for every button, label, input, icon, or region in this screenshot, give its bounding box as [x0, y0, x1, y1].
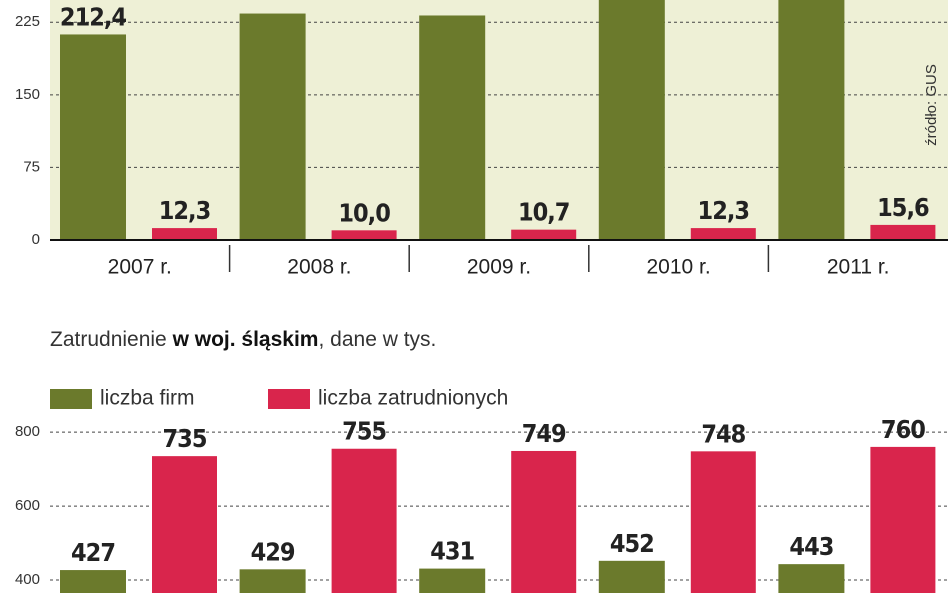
value-label: 452: [610, 529, 654, 558]
x-tick-label: 2008 r.: [287, 256, 351, 279]
source: źródło: GUS: [923, 64, 940, 146]
bar: [419, 568, 486, 593]
x-tick-label: 2010 r.: [646, 256, 710, 279]
value-label: 431: [430, 537, 474, 566]
x-tick-label: 2009 r.: [467, 256, 531, 279]
title-part: , dane w tys.: [318, 328, 436, 351]
value-label: 748: [701, 419, 745, 448]
y-tick-label: 400: [15, 571, 40, 588]
value-label: 12,3: [159, 196, 211, 225]
x-tick-label: 2011 r.: [827, 256, 890, 279]
bar: [778, 564, 845, 593]
x-tick-label: 2007 r.: [108, 256, 172, 279]
bar: [419, 15, 486, 240]
bar: [239, 13, 306, 241]
bar: [331, 230, 397, 240]
y-tick-label: 0: [32, 231, 40, 248]
legend-swatch: [50, 389, 92, 409]
y-tick-label: 600: [15, 497, 40, 514]
bar: [598, 0, 665, 240]
bar: [331, 448, 397, 593]
y-tick-label: 150: [15, 86, 40, 103]
value-label: 212,4: [60, 2, 126, 31]
legend-label: liczba zatrudnionych: [318, 387, 508, 410]
y-tick-label: 225: [15, 13, 40, 30]
y-tick-label: 75: [23, 158, 40, 175]
bar: [870, 224, 936, 240]
legend-label: liczba firm: [100, 387, 195, 410]
value-label: 760: [881, 415, 925, 444]
bar: [511, 450, 577, 593]
bar: [60, 570, 126, 593]
value-label: 755: [342, 417, 386, 446]
value-label: 735: [163, 424, 207, 453]
y-tick-label: 800: [15, 423, 40, 440]
value-label: 10,0: [338, 198, 390, 227]
value-label: 12,3: [698, 196, 750, 225]
value-label: 15,6: [877, 193, 929, 222]
title-part: Zatrudnienie: [50, 328, 173, 351]
bar: [511, 229, 577, 240]
bar: [598, 560, 665, 593]
value-label: 10,7: [518, 198, 570, 227]
title-part: w woj. śląskim: [172, 328, 319, 351]
bar: [152, 228, 217, 240]
legend-swatch: [268, 389, 310, 409]
chart-title: Zatrudnienie w woj. śląskim, dane w tys.: [50, 328, 436, 351]
bar: [690, 228, 756, 240]
bar: [778, 0, 845, 240]
value-label: 749: [522, 419, 566, 448]
bar: [870, 446, 936, 593]
value-label: 427: [71, 538, 115, 567]
bar: [690, 451, 756, 593]
bar: [152, 456, 217, 593]
value-label: 429: [251, 537, 295, 566]
bar: [239, 569, 306, 593]
value-label: 443: [789, 532, 833, 561]
bar: [60, 34, 126, 240]
